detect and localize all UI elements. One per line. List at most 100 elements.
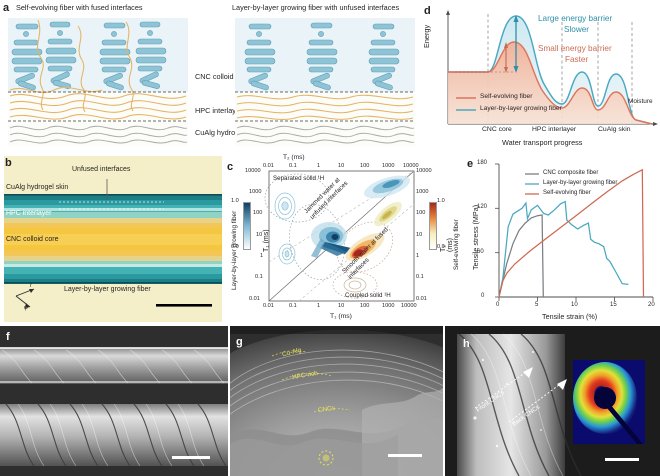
panel-e-xtick-0: 0	[496, 302, 500, 308]
panel-b-axis-r: r	[30, 283, 32, 289]
panel-c-bot-tick-3: 10	[338, 303, 345, 309]
panel-d-xtick-1: HPC interlayer	[532, 126, 577, 133]
panel-a-label-cualg: CuAlg hydrogel skin	[195, 128, 260, 137]
panel-b-axis-phi: φ	[24, 305, 28, 311]
panel-g-sem-cross-section: g Cu-Alg HPC-rich CNCs	[230, 326, 443, 476]
panel-b-label-hpc: HPC interlayer	[6, 210, 52, 217]
panel-c-colorbar-left-title: Layer-by-layer growing fiber	[231, 210, 238, 290]
panel-c-bot-tick-2: 1	[317, 303, 321, 309]
panel-e-ytick-2: 120	[477, 204, 488, 210]
panel-c-colorbar-left	[243, 202, 251, 250]
panel-a-label-hpc: HPC interlayer	[195, 106, 243, 115]
panel-c-colorbar-right	[429, 202, 437, 250]
panel-b-letter: b	[5, 157, 12, 169]
panel-c-right-tick-4: 100	[416, 210, 426, 216]
schematic-self-evolving	[8, 18, 188, 146]
panel-d-xlabel: Water transport progress	[502, 138, 583, 147]
panel-d-plot	[446, 10, 658, 126]
panel-d-callout-red-1: Small energy barrier	[538, 44, 612, 53]
panel-d-ylabel: Energy	[422, 24, 431, 48]
panel-d-legend-label-0: Self-evolving fiber	[480, 93, 533, 100]
panel-e-xtick-4: 20	[648, 302, 655, 308]
panel-c-anno-separated: Separated solid ¹H	[273, 175, 325, 182]
panel-c-colorbar-right-max: 1.0	[437, 198, 445, 204]
panel-b-label-cnc: CNC colloid core	[6, 236, 59, 243]
panel-e-xtick-2: 10	[571, 302, 578, 308]
panel-c-top-tick-2: 1	[317, 163, 321, 169]
panel-c-right-tick-1: 0.1	[416, 274, 424, 280]
panel-c-anno-coupled: Coupled solid ¹H	[345, 292, 391, 299]
panel-c-right-tick-2: 1	[416, 253, 420, 259]
panel-c-top-axis-label: T₂ (ms)	[283, 154, 305, 161]
panel-c-colorbar-left-min: 0.0	[231, 244, 239, 250]
panel-d-end-label: Moisture	[628, 98, 653, 105]
panel-e-letter: e	[467, 158, 474, 170]
panel-b-fiber-render	[4, 156, 222, 322]
panel-c-right-tick-6: 10000	[416, 168, 432, 174]
panel-a-title-right: Layer-by-layer growing fiber with unfuse…	[232, 3, 400, 12]
panel-c-left-tick-1: 0.1	[255, 274, 263, 280]
panel-b-micrograph	[4, 156, 222, 322]
panel-e-legend-0: CNC composite fiber	[543, 170, 599, 176]
panel-b-label-unfused: Unfused interfaces	[72, 166, 131, 173]
panel-h-sem-saxs: h Front CNCs Back CNCs	[445, 326, 660, 476]
panel-c-bot-tick-5: 1000	[382, 303, 395, 309]
panel-c-top-tick-1: 0.1	[289, 163, 297, 169]
panel-d-legend-label-1: Layer-by-layer growing fiber	[480, 105, 562, 112]
panel-e-ytick-0: 0	[481, 293, 485, 299]
panel-c-left-tick-2: 1	[260, 253, 264, 259]
panel-d-xtick-2: CuAlg skin	[598, 126, 631, 133]
panel-g-letter: g	[236, 336, 243, 348]
panel-b-label-cualg: CuAlg hydrogel skin	[6, 184, 69, 191]
panel-c-bot-tick-0: 0.01	[263, 303, 274, 309]
panel-e-tensile-chart: e 0 60 120 180 Tensile	[457, 152, 660, 324]
panel-c-xlabel-bottom: T₁ (ms)	[330, 313, 352, 320]
panel-c-top-tick-0: 0.01	[263, 163, 274, 169]
panel-a-schematic: a Self-evolving fiber with fused interfa…	[0, 0, 420, 150]
panel-c-nmr-map: c T₂ (ms) 0.01 0.1 1 10 100 1000 10000	[225, 152, 460, 324]
panel-e-xtick-3: 15	[610, 302, 617, 308]
panel-c-bot-tick-6: 10000	[401, 303, 417, 309]
panel-f-sem-twisted-fibers: f	[0, 326, 228, 476]
panel-c-plot	[264, 170, 415, 302]
panel-b-label-fiber: Layer-by-layer growing fiber	[64, 286, 151, 293]
schematic-layer-by-layer	[235, 18, 415, 146]
panel-e-legend-1: Layer-by-layer growing fiber	[543, 180, 618, 186]
panel-c-left-tick-5: 1000	[249, 189, 262, 195]
panel-e-xtick-1: 5	[535, 302, 539, 308]
panel-c-left-tick-4: 100	[253, 210, 263, 216]
panel-d-callout-red-2: Faster	[565, 55, 589, 64]
panel-d-xtick-0: CNC core	[482, 126, 512, 133]
panel-c-bot-tick-4: 100	[360, 303, 370, 309]
panel-f-letter: f	[6, 331, 10, 343]
panel-e-plot	[495, 163, 654, 301]
panel-c-right-tick-3: 10	[416, 232, 423, 238]
panel-e-ytick-3: 180	[477, 160, 488, 166]
panel-d-callout-blue-2: Slower	[564, 25, 590, 34]
panel-c-colorbar-right-min: 0.0	[437, 244, 445, 250]
panel-d-letter: d	[424, 5, 431, 17]
panel-a-letter: a	[3, 2, 10, 14]
panel-c-top-tick-6: 10000	[403, 163, 419, 169]
panel-e-ytick-1: 60	[477, 249, 484, 255]
panel-e-xlabel: Tensile strain (%)	[542, 312, 598, 321]
panel-c-right-tick-0: 0.01	[416, 296, 427, 302]
panel-c-top-tick-3: 10	[338, 163, 345, 169]
panel-b-optical-image: b Unfused interfaces CuAlg hydrogel skin…	[0, 152, 225, 324]
panel-c-top-tick-5: 1000	[382, 163, 395, 169]
panel-c-left-tick-0: 0.01	[249, 296, 260, 302]
panel-e-legend-2: Self-evolving fiber	[543, 190, 591, 196]
panel-c-left-tick-6: 10000	[245, 168, 261, 174]
panel-a-title-left: Self-evolving fiber with fused interface…	[16, 3, 143, 12]
panel-c-left-tick-3: 10	[256, 232, 263, 238]
panel-a-label-core: CNC colloid core	[195, 72, 250, 81]
panel-d-energy-diagram: d	[420, 0, 660, 150]
panel-c-bot-tick-1: 0.1	[289, 303, 297, 309]
panel-c-ylabel-left: T₁ (ms)	[263, 229, 270, 252]
panel-g-image	[230, 326, 443, 476]
panel-c-colorbar-left-max: 1.0	[231, 198, 239, 204]
panel-e-ylabel: Tensile stress (MPa)	[471, 204, 480, 270]
panel-d-callout-blue-1: Large energy barrier	[538, 14, 613, 23]
panel-f-image	[0, 326, 228, 476]
panel-h-letter: h	[463, 338, 470, 350]
